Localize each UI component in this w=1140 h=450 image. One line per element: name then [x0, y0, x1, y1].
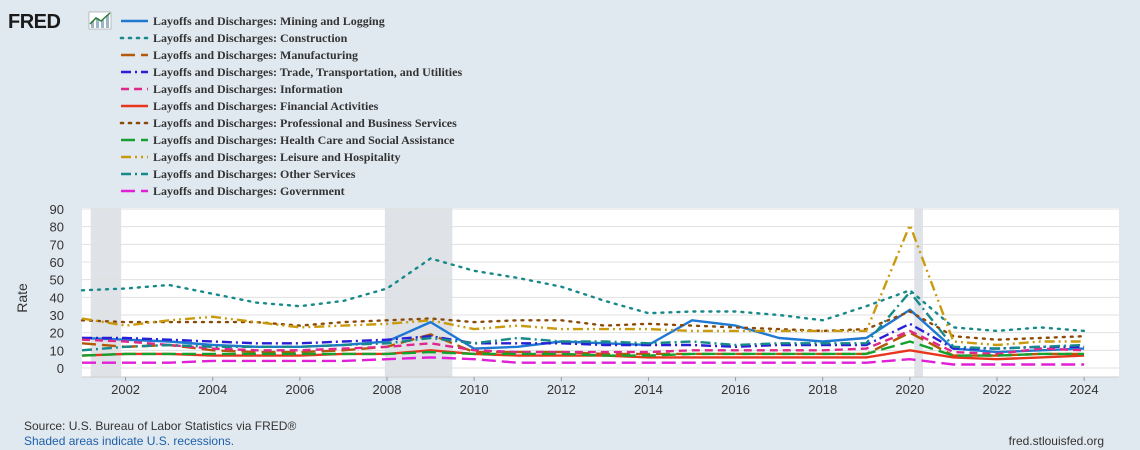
x-tick-label: 2004 — [198, 382, 227, 397]
y-tick-label: 40 — [50, 290, 64, 305]
y-axis: 0 10 20 30 40 50 60 70 80 90 — [50, 202, 64, 376]
site-link[interactable]: fred.stlouisfed.org — [1009, 434, 1104, 448]
legend-label: Layoffs and Discharges: Information — [153, 82, 343, 96]
x-tick-label: 2022 — [983, 382, 1012, 397]
legend-label: Layoffs and Discharges: Leisure and Hosp… — [153, 150, 400, 164]
logo-text: FRED — [8, 11, 61, 33]
x-axis: 2002 2004 2006 2008 2010 2012 2014 2016 2018 2020… — [111, 377, 1099, 397]
y-tick-label: 0 — [57, 361, 64, 376]
recession-band — [914, 208, 923, 377]
gridlines — [82, 208, 1119, 378]
legend-item[interactable]: Layoffs and Discharges: Trade, Transport… — [121, 65, 462, 79]
legend: Layoffs and Discharges: Mining and Loggi… — [119, 14, 462, 198]
legend-item[interactable]: Layoffs and Discharges: Manufacturing — [121, 48, 358, 62]
series-line — [81, 340, 1085, 357]
recession-note[interactable]: Shaded areas indicate U.S. recessions. — [24, 434, 234, 448]
fred-logo[interactable]: FRED — [8, 11, 112, 33]
x-tick-label: 2008 — [373, 382, 402, 397]
x-tick-label: 2010 — [460, 382, 489, 397]
series-line — [81, 290, 1085, 352]
x-tick-label: 2020 — [895, 382, 924, 397]
legend-label: Layoffs and Discharges: Mining and Loggi… — [153, 14, 385, 28]
y-tick-label: 80 — [50, 220, 64, 235]
legend-label: Layoffs and Discharges: Health Care and … — [153, 133, 455, 147]
x-tick-label: 2002 — [111, 382, 140, 397]
y-axis-title: Rate — [14, 283, 30, 313]
legend-label: Layoffs and Discharges: Manufacturing — [153, 48, 358, 62]
legend-label: Layoffs and Discharges: Construction — [153, 31, 348, 45]
x-tick-label: 2016 — [721, 382, 750, 397]
legend-item[interactable]: Layoffs and Discharges: Leisure and Hosp… — [121, 150, 400, 164]
series-lines — [80, 223, 1086, 366]
x-tick-label: 2024 — [1070, 382, 1099, 397]
legend-item[interactable]: Layoffs and Discharges: Government — [121, 184, 345, 198]
series-line — [82, 356, 1085, 366]
source-note: Source: U.S. Bureau of Labor Statistics … — [24, 419, 296, 433]
y-tick-label: 90 — [50, 202, 64, 217]
series-line — [82, 322, 1085, 350]
legend-item[interactable]: Layoffs and Discharges: Financial Activi… — [121, 99, 379, 113]
legend-item[interactable]: Layoffs and Discharges: Mining and Loggi… — [121, 14, 385, 28]
chart-line-icon — [88, 11, 112, 30]
legend-item[interactable]: Layoffs and Discharges: Construction — [119, 31, 348, 45]
legend-label: Layoffs and Discharges: Government — [153, 184, 345, 198]
x-tick-label: 2006 — [285, 382, 314, 397]
recession-band — [384, 208, 453, 377]
y-tick-label: 70 — [50, 237, 64, 252]
series-line — [80, 257, 1086, 333]
legend-label: Layoffs and Discharges: Financial Activi… — [153, 99, 379, 113]
x-tick-label: 2018 — [808, 382, 837, 397]
legend-item[interactable]: Layoffs and Discharges: Professional and… — [119, 116, 457, 130]
legend-label: Layoffs and Discharges: Trade, Transport… — [153, 65, 462, 79]
y-tick-label: 20 — [50, 326, 64, 341]
series-line — [81, 331, 1085, 357]
x-tick-label: 2014 — [634, 382, 663, 397]
recession-band — [90, 208, 122, 377]
x-tick-label: 2012 — [547, 382, 576, 397]
legend-item[interactable]: Layoffs and Discharges: Health Care and … — [121, 133, 455, 147]
y-tick-label: 60 — [50, 255, 64, 270]
legend-item[interactable]: Layoffs and Discharges: Information — [121, 82, 343, 96]
y-tick-label: 30 — [50, 308, 64, 323]
y-tick-label: 10 — [50, 343, 64, 358]
legend-label: Layoffs and Discharges: Other Services — [153, 167, 356, 181]
legend-item[interactable]: Layoffs and Discharges: Other Services — [121, 167, 356, 181]
y-tick-label: 50 — [50, 273, 64, 288]
series-line — [80, 310, 1086, 341]
legend-label: Layoffs and Discharges: Professional and… — [153, 116, 457, 130]
